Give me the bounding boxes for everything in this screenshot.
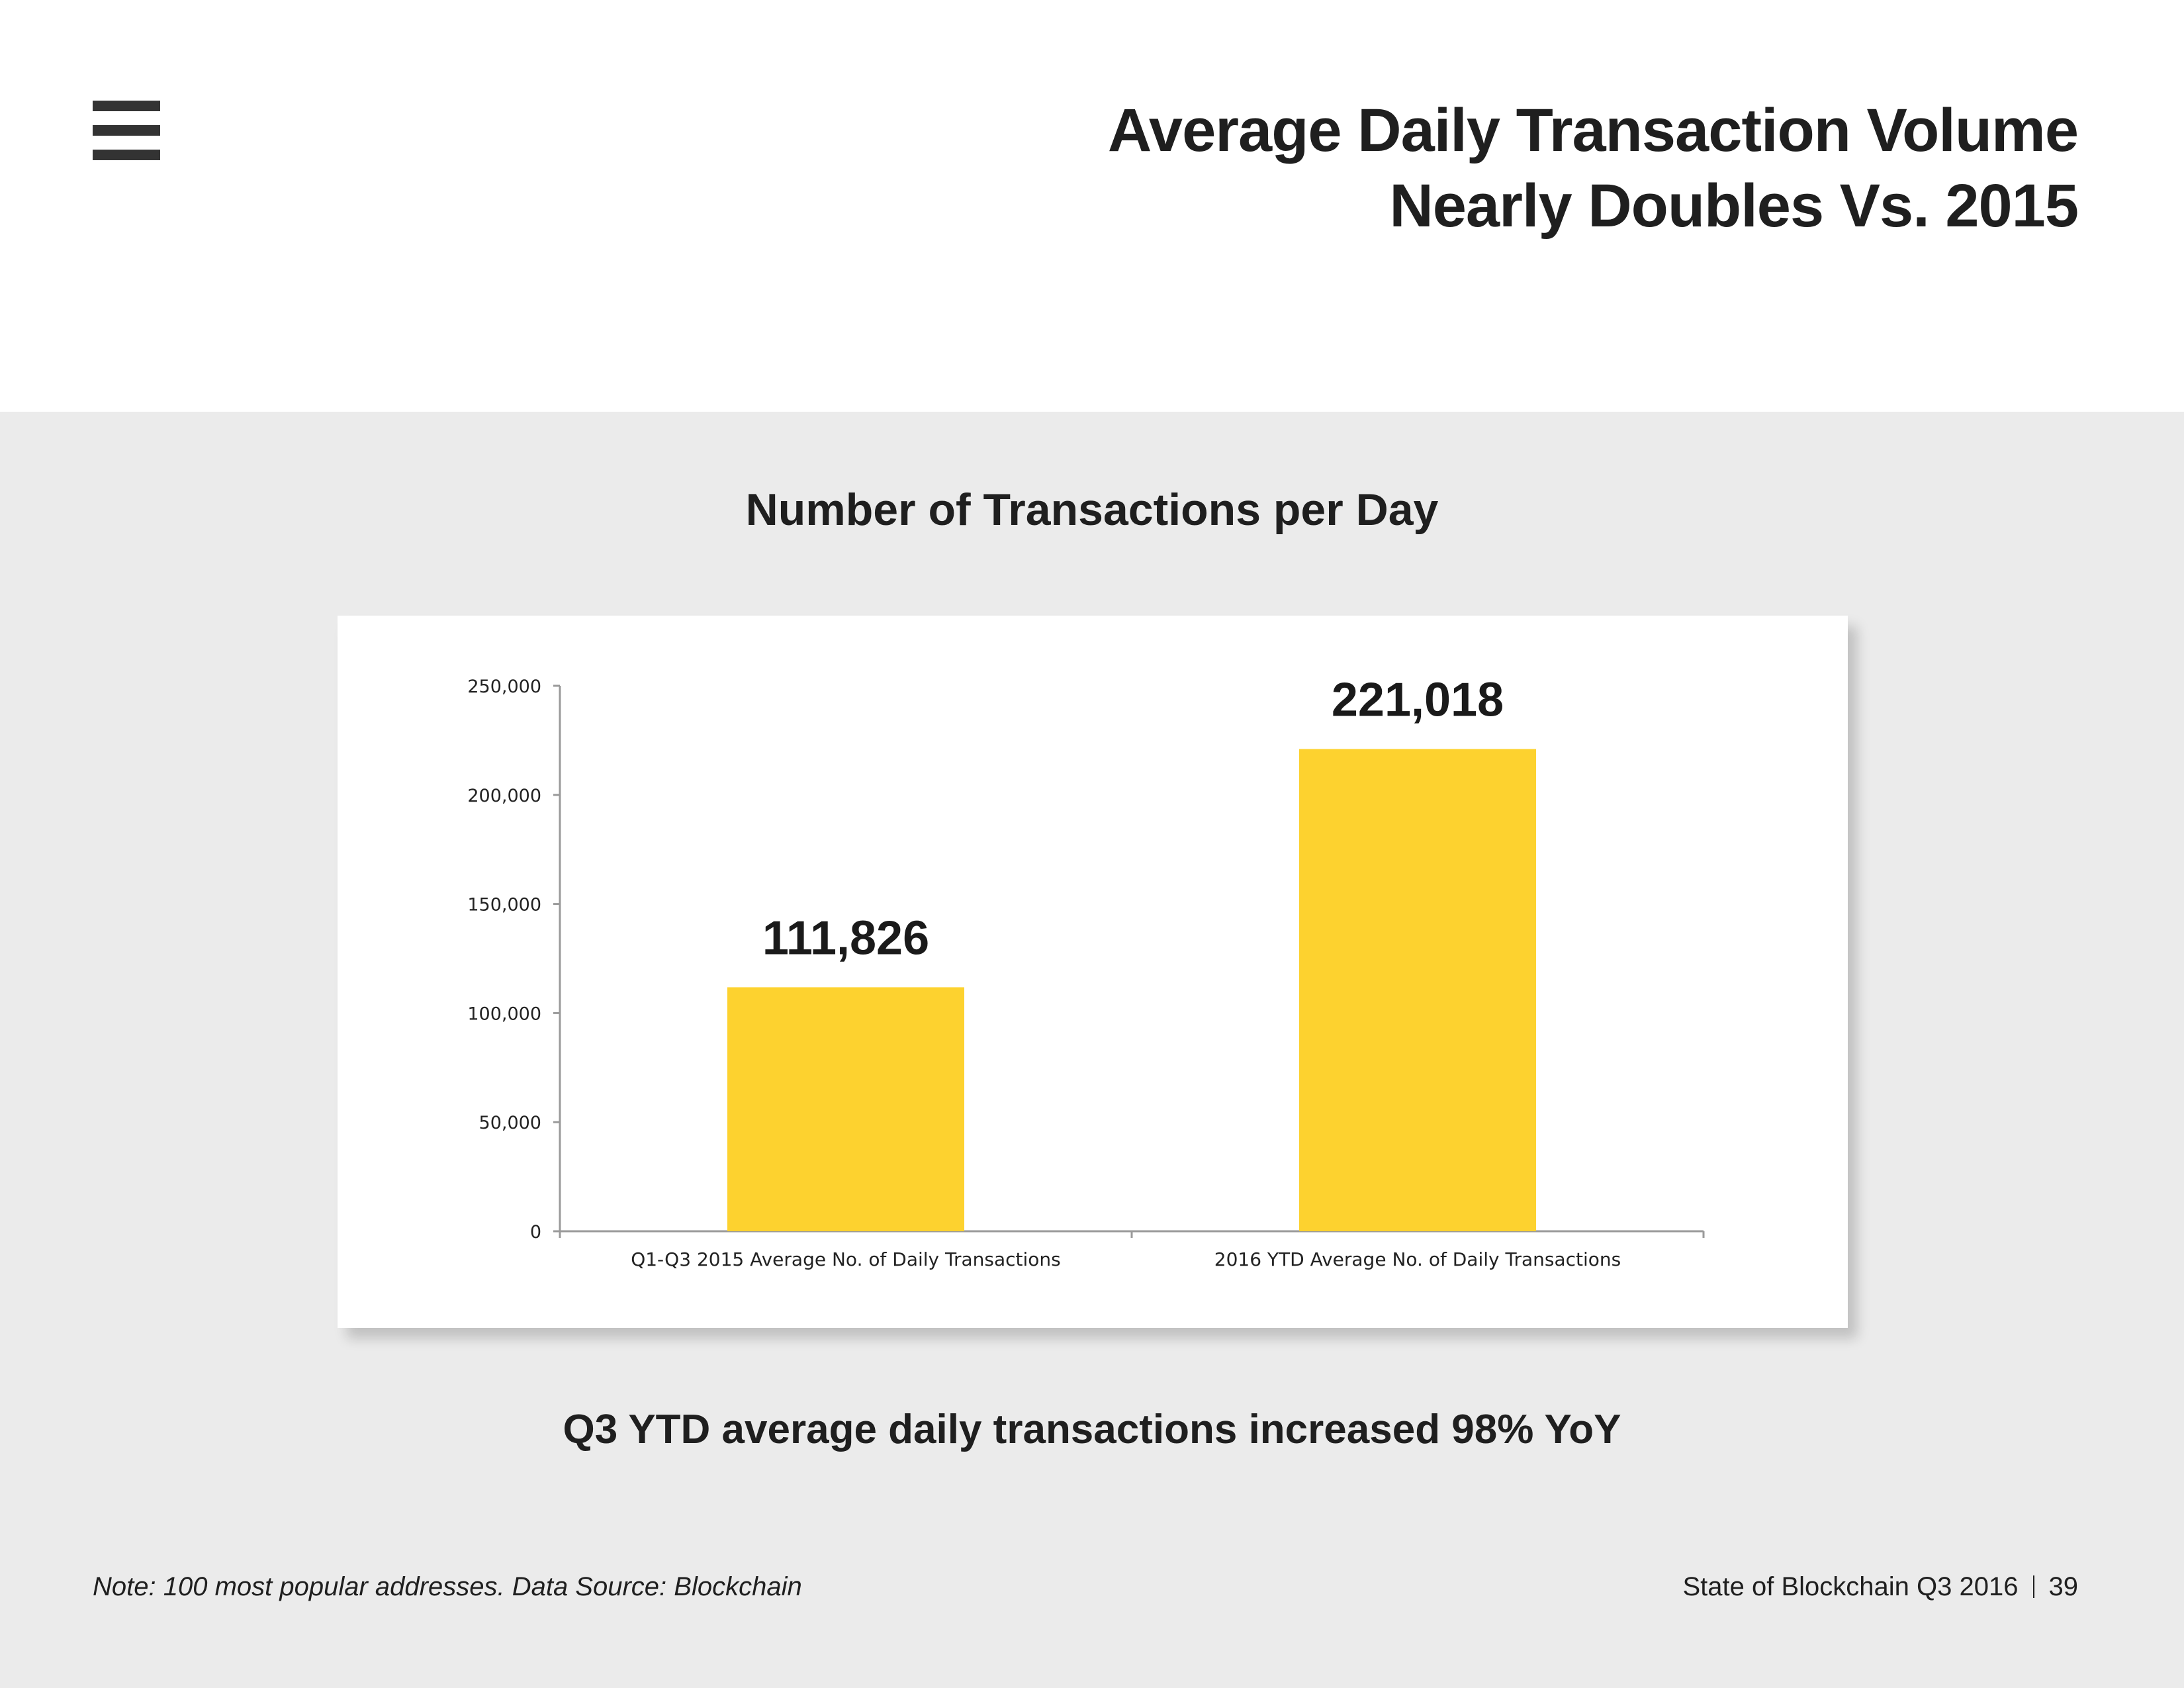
report-name: State of Blockchain Q3 2016 xyxy=(1682,1572,2019,1601)
header-area: Average Daily Transaction Volume Nearly … xyxy=(0,0,2184,412)
menu-bar xyxy=(93,125,160,136)
chart-card: 0 50,000 100,000 150,000 200,000 250,000 111,8… xyxy=(338,616,1848,1328)
y-tick-label: 0 xyxy=(530,1222,541,1243)
bar xyxy=(1299,749,1536,1231)
bar-chart: 0 50,000 100,000 150,000 200,000 250,000 111,8… xyxy=(467,674,1705,1270)
hamburger-menu-icon[interactable] xyxy=(93,101,160,160)
x-category-label: 2016 YTD Average No. of Daily Transactio… xyxy=(1214,1248,1621,1270)
source-note: Note: 100 most popular addresses. Data S… xyxy=(93,1572,802,1601)
page-title-line-2: Nearly Doubles Vs. 2015 xyxy=(1389,172,2079,240)
bar xyxy=(727,987,964,1231)
bar-data-label: 221,018 xyxy=(1332,674,1504,727)
page-title-line-1: Average Daily Transaction Volume xyxy=(1107,97,2079,164)
chart-caption: Q3 YTD average daily transactions increa… xyxy=(563,1407,1621,1452)
menu-bar xyxy=(93,150,160,160)
x-category-label: Q1-Q3 2015 Average No. of Daily Transact… xyxy=(631,1248,1061,1270)
content-area: Number of Transactions per Day 0 50,000 10… xyxy=(0,412,2184,1688)
footer-report-info: State of Blockchain Q3 2016 39 xyxy=(1683,1570,2079,1603)
bar-data-label: 111,826 xyxy=(762,912,929,964)
chart-heading: Number of Transactions per Day xyxy=(745,485,1439,535)
y-tick-label: 150,000 xyxy=(467,895,541,915)
footer-divider xyxy=(2032,1575,2034,1598)
y-tick-label: 100,000 xyxy=(467,1004,541,1024)
page-number: 39 xyxy=(2048,1572,2079,1601)
y-tick-label: 250,000 xyxy=(467,677,541,697)
menu-bar xyxy=(93,101,160,111)
y-tick-label: 200,000 xyxy=(467,786,541,806)
page-title: Average Daily Transaction Volume Nearly … xyxy=(821,93,2079,244)
y-tick-label: 50,000 xyxy=(479,1113,541,1133)
